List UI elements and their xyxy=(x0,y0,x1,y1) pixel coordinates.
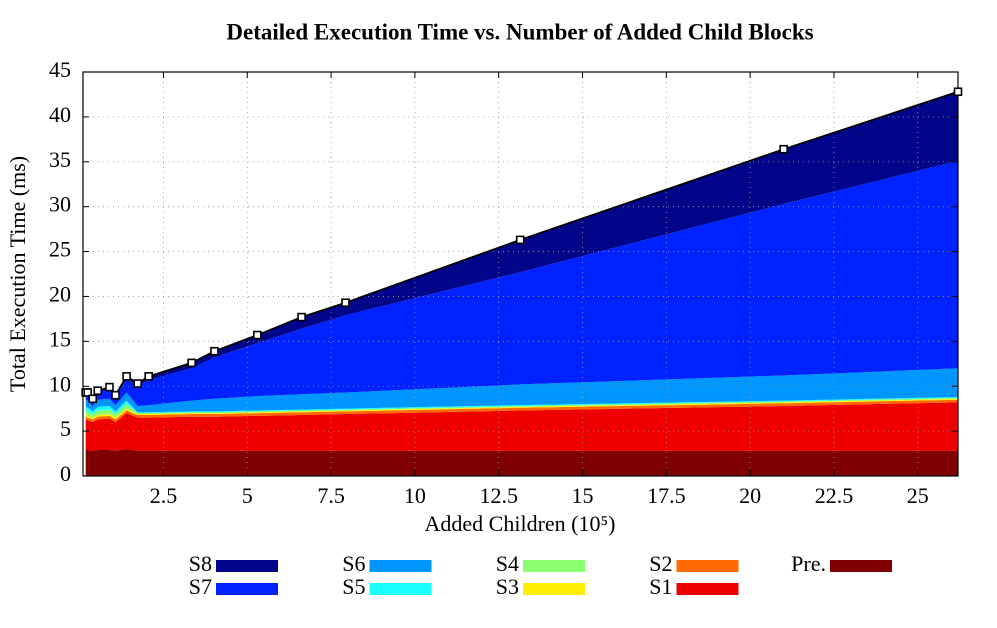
area xyxy=(85,396,958,415)
legend-label: Pre. xyxy=(791,551,826,576)
total-marker xyxy=(297,312,306,322)
legend-label: S2 xyxy=(649,551,672,576)
legend-swatch xyxy=(523,583,585,595)
total-marker xyxy=(515,235,525,245)
legend-label: S1 xyxy=(649,574,672,599)
legend-swatch xyxy=(830,560,892,572)
area xyxy=(85,368,958,413)
legend-swatch xyxy=(676,560,739,572)
x-tick-label: 2.5 xyxy=(150,483,178,508)
y-tick-label: 5 xyxy=(60,416,71,441)
total-marker xyxy=(253,330,262,340)
y-tick-label: 35 xyxy=(49,147,71,172)
legend-swatch xyxy=(523,560,585,572)
legend-label: S3 xyxy=(496,574,519,599)
x-tick-label: 7.5 xyxy=(317,483,345,508)
area xyxy=(85,449,958,476)
total-marker xyxy=(953,87,963,97)
legend-label: S8 xyxy=(189,551,212,576)
total-marker xyxy=(93,386,103,396)
legend-swatch xyxy=(216,583,278,595)
total-marker xyxy=(83,388,92,397)
total-marker xyxy=(779,144,788,154)
x-tick-label: 22.5 xyxy=(815,483,854,508)
total-marker xyxy=(122,372,131,381)
x-tick-label: 10 xyxy=(404,483,426,508)
x-tick-label: 15 xyxy=(572,483,594,508)
y-tick-label: 45 xyxy=(49,57,71,82)
x-tick-label: 5 xyxy=(242,483,253,508)
area xyxy=(85,402,958,451)
y-tick-label: 30 xyxy=(49,192,71,217)
y-tick-label: 15 xyxy=(49,326,71,351)
area xyxy=(85,160,958,406)
area xyxy=(85,397,958,418)
area xyxy=(85,399,958,423)
total-marker xyxy=(144,372,154,381)
total-marker xyxy=(111,390,120,400)
y-tick-label: 25 xyxy=(49,237,71,262)
legend-label: S4 xyxy=(496,551,519,576)
x-tick-label: 12.5 xyxy=(479,483,518,508)
y-tick-label: 0 xyxy=(60,461,71,486)
x-tick-label: 17.5 xyxy=(647,483,686,508)
total-marker xyxy=(133,379,142,388)
y-axis-label: Total Execution Time (ms) xyxy=(5,156,30,392)
total-marker xyxy=(105,382,114,392)
total-marker xyxy=(187,358,196,368)
total-marker xyxy=(210,346,219,356)
legend-label: S6 xyxy=(342,551,365,576)
x-tick-label: 20 xyxy=(739,483,761,508)
legend-swatch xyxy=(369,583,432,595)
legend-label: S5 xyxy=(342,574,365,599)
x-axis-label: Added Children (10⁵) xyxy=(425,511,616,536)
area xyxy=(85,91,958,401)
legend-label: S7 xyxy=(189,574,212,599)
chart-title: Detailed Execution Time vs. Number of Ad… xyxy=(226,19,813,44)
total-marker xyxy=(88,394,98,404)
x-tick-label: 25 xyxy=(907,483,929,508)
legend-swatch xyxy=(216,560,278,572)
total-marker xyxy=(341,298,350,308)
legend-swatch xyxy=(676,583,739,595)
plot-frame xyxy=(82,71,959,477)
y-tick-label: 20 xyxy=(49,281,71,306)
y-tick-label: 40 xyxy=(49,102,71,127)
area xyxy=(85,398,958,420)
legend-swatch xyxy=(369,560,432,572)
y-tick-label: 10 xyxy=(49,371,71,396)
